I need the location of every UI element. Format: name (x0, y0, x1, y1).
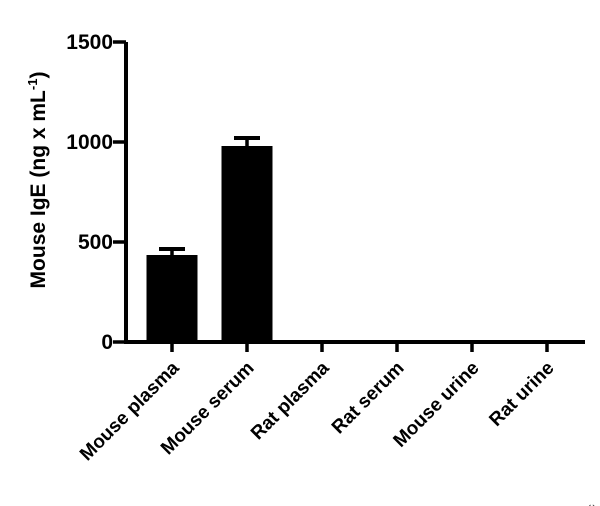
y-axis-title-superscript: -1 (25, 78, 40, 91)
y-axis-title: Mouse IgE (ng x mL-1) (25, 72, 51, 289)
x-tick-label: Rat plasma (247, 357, 334, 444)
y-tick-label: 0 (101, 331, 113, 354)
bar-1 (221, 146, 273, 342)
y-tick-label: 1000 (66, 131, 113, 154)
x-tick-label: Rat urine (485, 358, 558, 431)
y-axis-title-text: Mouse IgE (ng x mL (27, 90, 50, 289)
y-tick-label: 500 (78, 231, 113, 254)
x-tick-label: Rat serum (328, 358, 409, 439)
y-axis-title-close: ) (27, 71, 50, 79)
y-tick-label: 1500 (66, 31, 113, 54)
bar-0 (146, 255, 198, 342)
